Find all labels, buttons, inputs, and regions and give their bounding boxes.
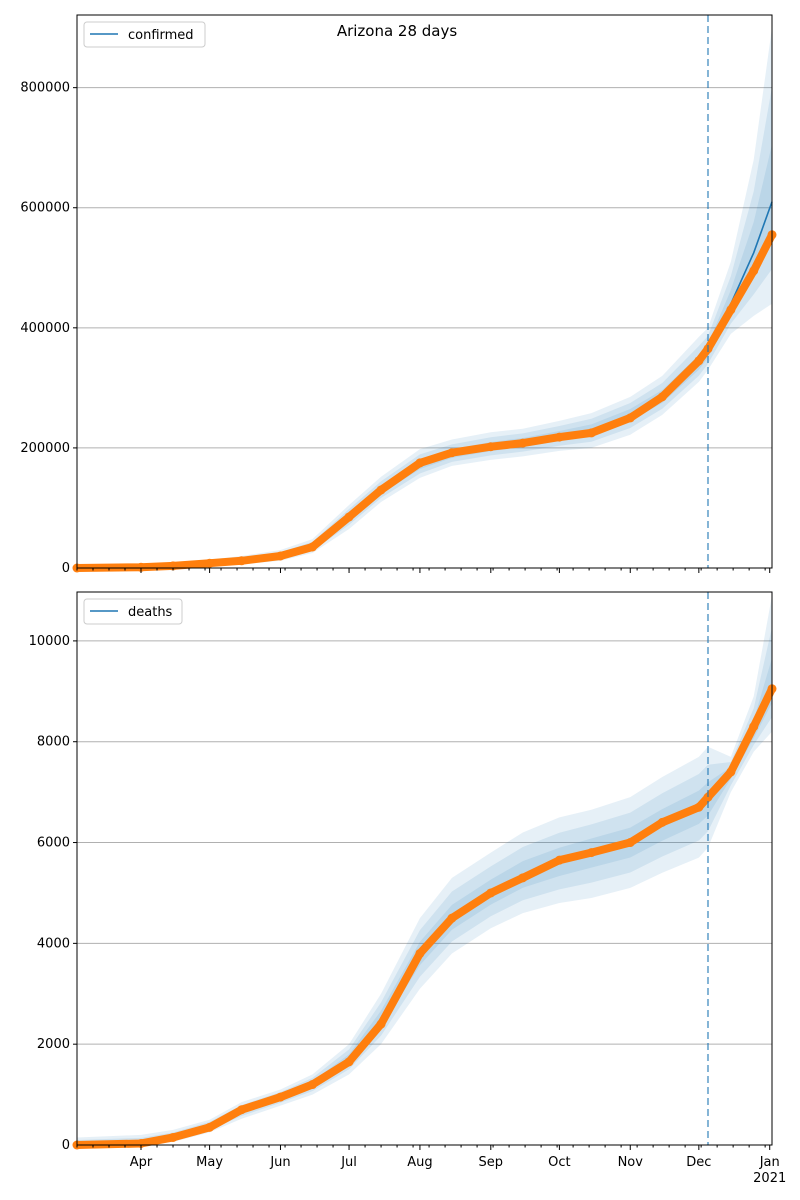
observed-point <box>307 1080 317 1090</box>
y-tick-label: 6000 <box>37 836 70 851</box>
observed-point <box>136 562 146 572</box>
y-tick-label: 4000 <box>37 936 70 951</box>
confirmed-axes: 0 200000 400000 600000 800000 confirmed <box>20 14 777 576</box>
deaths-axes: 0 2000 4000 6000 8000 10000 Apr May Jun Jul Aug Sep… <box>29 591 786 1186</box>
x-year-label: 2021 <box>753 1171 786 1186</box>
observed-point <box>447 913 457 923</box>
observed-point <box>376 485 386 495</box>
observed-point <box>237 1105 247 1115</box>
observed-trace <box>76 232 776 572</box>
legend-label: deaths <box>128 605 173 620</box>
observed-point <box>275 551 285 561</box>
x-tick-label: Jun <box>269 1155 290 1170</box>
observed-point <box>554 855 564 865</box>
observed-point <box>694 356 704 366</box>
observed-point <box>657 817 667 827</box>
y-tick-label: 8000 <box>37 735 70 750</box>
observed-point <box>168 1132 178 1142</box>
observed-point <box>586 848 596 858</box>
confidence-band <box>77 595 772 1145</box>
x-tick-label: May <box>196 1155 223 1170</box>
y-tick-label: 400000 <box>20 321 70 336</box>
confidence-band <box>77 27 772 568</box>
confidence-band <box>77 658 772 1145</box>
observed-point <box>447 448 457 458</box>
observed-point <box>554 432 564 442</box>
x-tick-label: Dec <box>686 1155 711 1170</box>
observed-point <box>749 266 759 276</box>
y-tick-label: 10000 <box>29 634 70 649</box>
observed-point <box>694 802 704 812</box>
observed-point <box>237 556 247 566</box>
observed-point <box>415 458 425 468</box>
legend: confirmed <box>83 21 206 48</box>
observed-point <box>749 722 759 732</box>
observed-point <box>486 888 496 898</box>
x-tick-label: Aug <box>407 1155 432 1170</box>
legend-label: confirmed <box>128 28 194 43</box>
observed-point <box>136 1138 146 1148</box>
y-tick-label: 800000 <box>20 81 70 96</box>
observed-point <box>518 438 528 448</box>
x-tick-label: Apr <box>130 1155 153 1170</box>
observed-point <box>703 792 713 802</box>
observed-point <box>726 767 736 777</box>
legend-box <box>83 598 183 625</box>
observed-point <box>518 873 528 883</box>
observed-point <box>486 442 496 452</box>
x-tick-label: Jul <box>340 1155 357 1170</box>
observed-point <box>205 1122 215 1132</box>
observed-point <box>275 1092 285 1102</box>
confidence-band <box>77 86 772 568</box>
legend: deaths <box>83 598 183 625</box>
y-tick-label: 0 <box>62 561 70 576</box>
x-tick-label: Sep <box>479 1155 504 1170</box>
observed-point <box>205 558 215 568</box>
observed-point <box>625 413 635 423</box>
observed-point <box>344 512 354 522</box>
axes-frame <box>76 14 773 569</box>
x-tick-label: Jan <box>759 1155 780 1170</box>
y-tick-label: 600000 <box>20 201 70 216</box>
observed-point <box>657 392 667 402</box>
observed-trace <box>76 687 776 1149</box>
observed-point <box>625 838 635 848</box>
y-tick-label: 200000 <box>20 441 70 456</box>
observed-point <box>415 948 425 958</box>
chart-title: Arizona 28 days <box>337 22 458 40</box>
legend-box <box>83 21 206 48</box>
observed-point <box>344 1057 354 1067</box>
y-tick-label: 0 <box>62 1138 70 1153</box>
x-tick-label: Nov <box>618 1155 644 1170</box>
y-tick-label: 2000 <box>37 1037 70 1052</box>
x-tick-label: Oct <box>548 1155 570 1170</box>
axes-frame <box>76 591 773 1146</box>
confidence-band <box>77 627 772 1145</box>
observed-point <box>307 542 317 552</box>
observed-point <box>376 1019 386 1029</box>
observed-point <box>726 305 736 315</box>
observed-point <box>586 428 596 438</box>
